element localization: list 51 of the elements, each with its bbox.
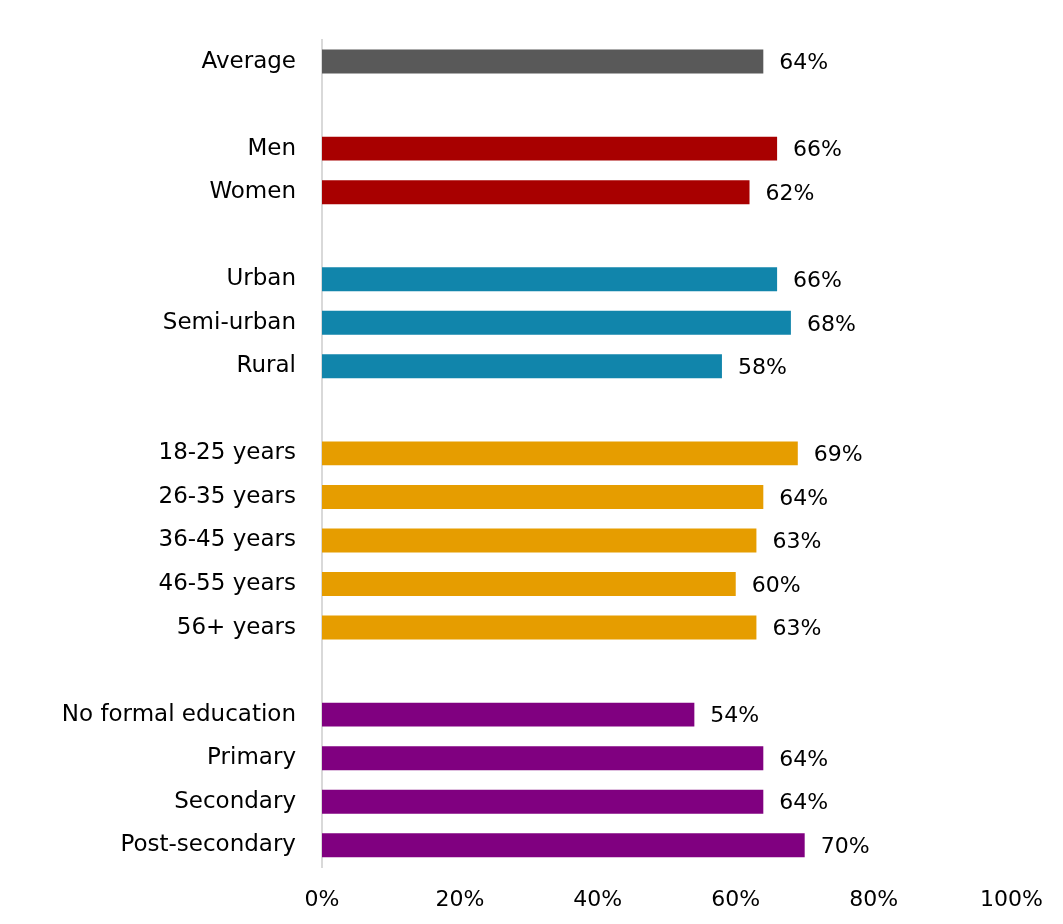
- data-label: 70%: [820, 832, 870, 858]
- bar: [322, 528, 757, 553]
- y-tick-label: Average: [201, 46, 296, 73]
- data-label: 64%: [779, 484, 829, 510]
- bar: [322, 354, 722, 379]
- y-tick-label: Rural: [236, 351, 296, 378]
- data-label: 68%: [806, 310, 856, 336]
- data-label: 63%: [772, 615, 822, 641]
- bar: [322, 310, 791, 335]
- bar: [322, 267, 778, 292]
- y-tick-label: 18-25 years: [158, 438, 296, 465]
- bar: [322, 789, 764, 814]
- data-label: 63%: [772, 528, 822, 554]
- x-tick-label: 80%: [849, 885, 899, 911]
- bar: [322, 441, 798, 466]
- bar: [322, 49, 764, 74]
- y-tick-label: Post-secondary: [120, 830, 296, 857]
- data-label: 64%: [779, 745, 829, 771]
- data-label: 64%: [779, 789, 829, 815]
- x-tick-label: 20%: [435, 885, 485, 911]
- y-tick-label: Primary: [207, 743, 296, 770]
- x-tick-label: 60%: [711, 885, 761, 911]
- data-label: 66%: [793, 136, 843, 162]
- y-tick-label: Secondary: [174, 786, 296, 813]
- bar: [322, 833, 805, 858]
- bar: [322, 136, 778, 161]
- x-tick-label: 100%: [980, 885, 1044, 911]
- x-tick-label: 0%: [304, 885, 340, 911]
- data-label: 69%: [813, 441, 863, 467]
- data-label: 64%: [779, 49, 829, 75]
- bar: [322, 615, 757, 640]
- data-label: 66%: [793, 266, 843, 292]
- y-tick-label: No formal education: [61, 699, 296, 726]
- y-tick-label: Semi-urban: [162, 307, 296, 334]
- data-label: 62%: [765, 179, 815, 205]
- bar: [322, 484, 764, 509]
- bar: [322, 180, 750, 205]
- y-tick-label: 26-35 years: [158, 481, 296, 508]
- data-label: 58%: [737, 354, 787, 380]
- bar: [322, 572, 736, 596]
- y-tick-label: Women: [209, 177, 296, 204]
- y-tick-label: Men: [247, 133, 296, 160]
- y-tick-label: 36-45 years: [158, 525, 296, 552]
- bar: [322, 702, 695, 727]
- y-tick-label: 56+ years: [176, 612, 296, 639]
- bar: [322, 746, 764, 771]
- y-tick-label: Urban: [226, 264, 296, 291]
- data-label: 60%: [751, 571, 801, 597]
- y-tick-label: 46-55 years: [158, 568, 296, 595]
- x-tick-label: 40%: [573, 885, 623, 911]
- data-label: 54%: [710, 702, 760, 728]
